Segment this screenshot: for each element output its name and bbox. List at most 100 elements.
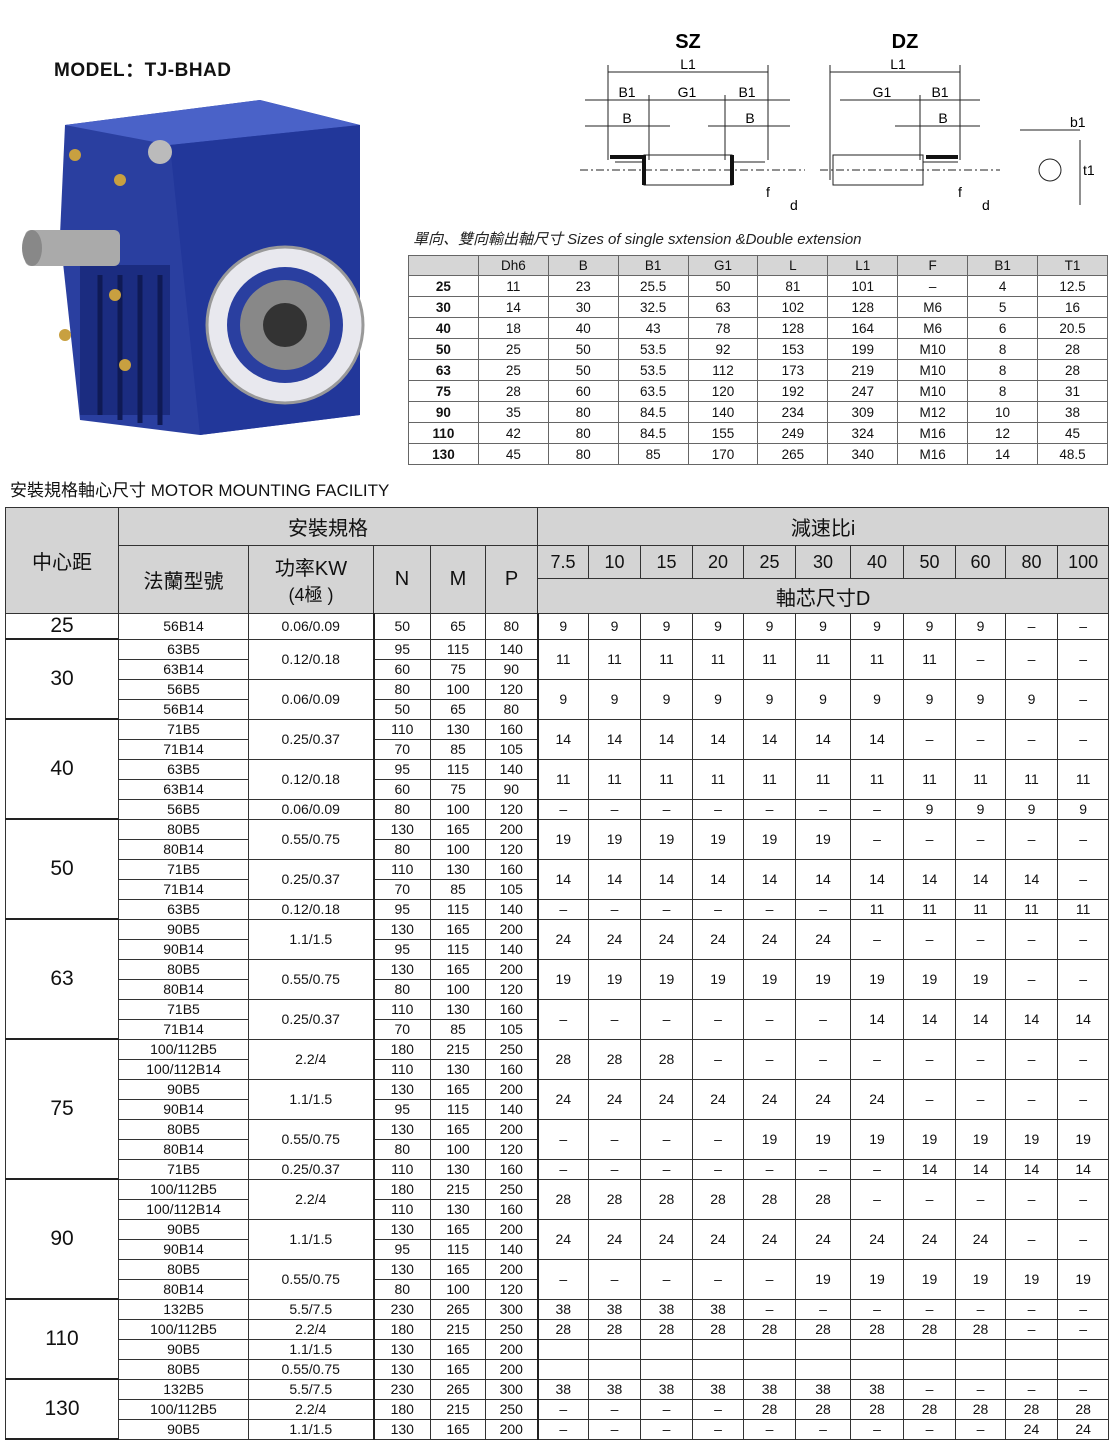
table-cell: 23 [547, 275, 619, 297]
table-cell: 120 [687, 380, 759, 402]
shaft-d-value: 14 [588, 718, 642, 760]
flange-type: 90B5 [118, 918, 249, 940]
table-cell: 53.5 [617, 359, 689, 381]
shaft-d-value: – [692, 1118, 745, 1160]
table-cell: 38 [1037, 401, 1108, 423]
shaft-d-value: 14 [1005, 998, 1059, 1040]
dim-p: 105 [484, 738, 539, 760]
table-cell: 153 [757, 338, 829, 360]
shaft-d-value: 11 [795, 638, 852, 680]
ratio-header: 20 [692, 545, 745, 579]
shaft-d-value: 14 [795, 718, 852, 760]
flange-type: 80B14 [118, 1138, 249, 1160]
shaft-d-value [1005, 1358, 1059, 1380]
table-cell: 45 [477, 443, 549, 465]
table-cell: 199 [827, 338, 899, 360]
power-kw: 0.25/0.37 [248, 718, 374, 760]
shaft-d-value: – [536, 998, 590, 1040]
shaft-d-value: 28 [795, 1398, 852, 1420]
shaft-d-value [1057, 1338, 1110, 1360]
shaft-dimension-table: Dh6 B B1 G1 L L1 F B1 T1 25 11 23 25.5 50 81 101–4 12.5… [408, 255, 1108, 465]
table-cell: 173 [757, 359, 829, 381]
shaft-d-value: – [1057, 1298, 1110, 1320]
shaft-d-value: – [692, 898, 745, 920]
label-t1: t1 [1083, 162, 1095, 178]
shaft-d-value: 11 [795, 758, 852, 800]
table-row: 40 71B5 0.25/0.37 110 130 160 14 14 14 14 14 14 14– –… [5, 718, 1110, 820]
shaft-d-value: 19 [795, 958, 852, 1000]
shaft-d-value: 24 [1057, 1418, 1110, 1440]
shaft-d-value: 28 [795, 1318, 852, 1340]
dim-n: 130 [372, 1338, 431, 1360]
shaft-d-value: 9 [692, 613, 745, 640]
shaft-d-value: 11 [1057, 758, 1110, 800]
shaft-d-value: 9 [795, 613, 852, 640]
dim-p: 120 [484, 978, 539, 1000]
table-cell: 164 [827, 317, 899, 339]
dim-m: 115 [430, 1238, 486, 1260]
dim-m: 215 [430, 1038, 486, 1060]
shaft-d-value: – [588, 1398, 642, 1420]
shaft-d-value: – [903, 1418, 957, 1440]
dim-p: 140 [484, 938, 539, 960]
shaft-d-value: 11 [743, 638, 797, 680]
label-g1: G1 [678, 84, 697, 100]
table-cell: 128 [757, 317, 829, 339]
power-kw: 5.5/7.5 [248, 1298, 374, 1320]
dim-p: 200 [484, 1338, 539, 1360]
dim-m: 165 [430, 918, 486, 940]
shaft-d-value: – [640, 798, 694, 820]
table-row: 63 25 50 53.5 112 173 219 M10 8 28 [408, 359, 1108, 381]
motor-mounting-table: 中心距 安裝規格 減速比i 法蘭型號 功率KW (4極 ) N M P 7.5 10… [5, 507, 1110, 1440]
table-row: 90B5 1.1/1.5 130 165 200 [6, 1338, 1110, 1360]
dim-n: 130 [372, 1358, 431, 1380]
table-row: 90B5 1.1/1.5 130 165 200 24 24 24 24 24 24 24 24 24– – [6, 1218, 1110, 1260]
flange-type: 100/112B14 [118, 1198, 249, 1220]
shaft-d-value: 24 [692, 918, 745, 960]
shaft-d-value [743, 1358, 797, 1380]
shaft-d-value: 9 [903, 678, 957, 720]
shaft-d-value: 24 [536, 1218, 590, 1260]
table-cell: 112 [687, 359, 759, 381]
shaft-d-value: – [795, 1158, 852, 1180]
power-kw: 0.55/0.75 [248, 1358, 374, 1380]
shaft-d-value: – [1057, 718, 1110, 760]
shaft-d-value: 14 [903, 1158, 957, 1180]
flange-type: 100/112B5 [118, 1038, 249, 1060]
table-cell: M6 [897, 296, 969, 318]
dim-m: 165 [430, 1118, 486, 1140]
shaft-d-value: – [955, 1298, 1007, 1320]
shaft-d-value: 19 [743, 958, 797, 1000]
shaft-d-value: 19 [1057, 1258, 1110, 1300]
table-cell: 101 [827, 275, 899, 297]
dim-n: 80 [372, 1138, 431, 1160]
table-cell: M10 [897, 380, 969, 402]
shaft-d-value: 11 [850, 758, 905, 800]
shaft-d-value: – [536, 1118, 590, 1160]
shaft-d-value: 19 [743, 818, 797, 860]
dim-p: 140 [484, 1238, 539, 1260]
shaft-d-value: – [588, 998, 642, 1040]
shaft-d-value: – [955, 718, 1007, 760]
dim-p: 105 [484, 1018, 539, 1040]
dim-m: 100 [430, 978, 486, 1000]
shaft-d-value: 24 [795, 1078, 852, 1120]
dim-n: 80 [372, 678, 431, 700]
center-distance: 75 [5, 1038, 119, 1180]
dim-p: 140 [484, 638, 539, 660]
table-cell: 25 [477, 359, 549, 381]
table-row: 50 80B5 0.55/0.75 130 165 200 19 19 19 19 19 19– – – –… [5, 818, 1110, 920]
table-row: 71B14 70 85 105 [6, 1018, 1109, 1040]
row-header-size: 25 [408, 275, 479, 297]
power-kw: 0.55/0.75 [248, 1258, 374, 1300]
flange-type: 80B14 [118, 978, 249, 1000]
flange-type: 100/112B14 [118, 1058, 249, 1080]
power-kw: 0.55/0.75 [248, 958, 374, 1000]
shaft-d-value [795, 1338, 852, 1360]
shaft-d-value: – [743, 898, 797, 920]
dim-p: 140 [484, 1098, 539, 1120]
shaft-d-value [588, 1338, 642, 1360]
power-kw: 2.2/4 [248, 1398, 374, 1420]
column-header: L [757, 255, 829, 276]
shaft-d-value: 11 [1057, 898, 1110, 920]
